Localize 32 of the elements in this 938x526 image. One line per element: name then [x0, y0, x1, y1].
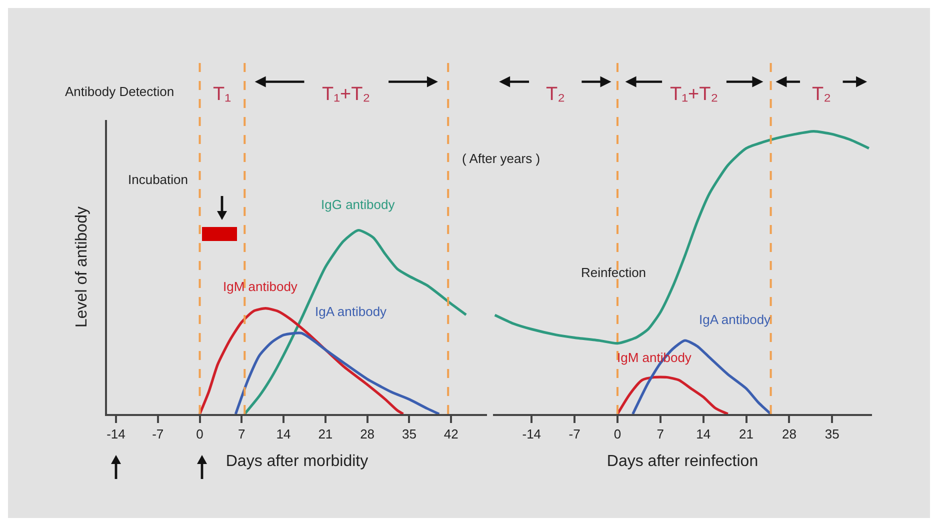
x-tick-label: 7 — [238, 426, 246, 442]
x-tick-label: 14 — [696, 426, 711, 442]
x-tick-label: 28 — [782, 426, 796, 442]
x-tick-label: 21 — [739, 426, 754, 442]
text: Incubation — [128, 172, 188, 187]
x-tick-label: 35 — [824, 426, 840, 442]
series-label: IgG antibody — [321, 197, 396, 212]
text: Antibody Detection — [65, 84, 174, 99]
series-label: IgA antibody — [315, 304, 388, 319]
text: T₂ — [812, 84, 831, 105]
x-tick-label: 28 — [360, 426, 375, 442]
x-axis-title: Days after morbidity — [226, 452, 368, 470]
x-tick-label: -7 — [152, 426, 164, 442]
text: T₁+T₂ — [322, 84, 370, 105]
text: T₂ — [546, 84, 565, 105]
x-tick-label: 42 — [444, 426, 458, 442]
y-axis-title: Level of antibody — [73, 206, 90, 328]
x-tick-label: 14 — [276, 426, 291, 442]
series-label: IgM antibody — [223, 279, 298, 294]
x-tick-label: 7 — [656, 426, 664, 442]
x-tick-label: 35 — [402, 426, 416, 442]
text: T₁+T₂ — [670, 84, 718, 105]
x-tick-label: -14 — [106, 426, 126, 442]
x-tick-label: -7 — [568, 426, 580, 442]
text: T₁ — [213, 84, 232, 105]
x-tick-label: -14 — [522, 426, 542, 442]
x-tick-label: 0 — [614, 426, 622, 442]
x-tick-label: 0 — [196, 426, 204, 442]
x-axis-title: Days after reinfection — [606, 452, 758, 470]
x-tick-label: 21 — [318, 426, 333, 442]
annotation: ( After years ) — [462, 151, 540, 166]
annotation: Reinfection — [581, 265, 646, 280]
